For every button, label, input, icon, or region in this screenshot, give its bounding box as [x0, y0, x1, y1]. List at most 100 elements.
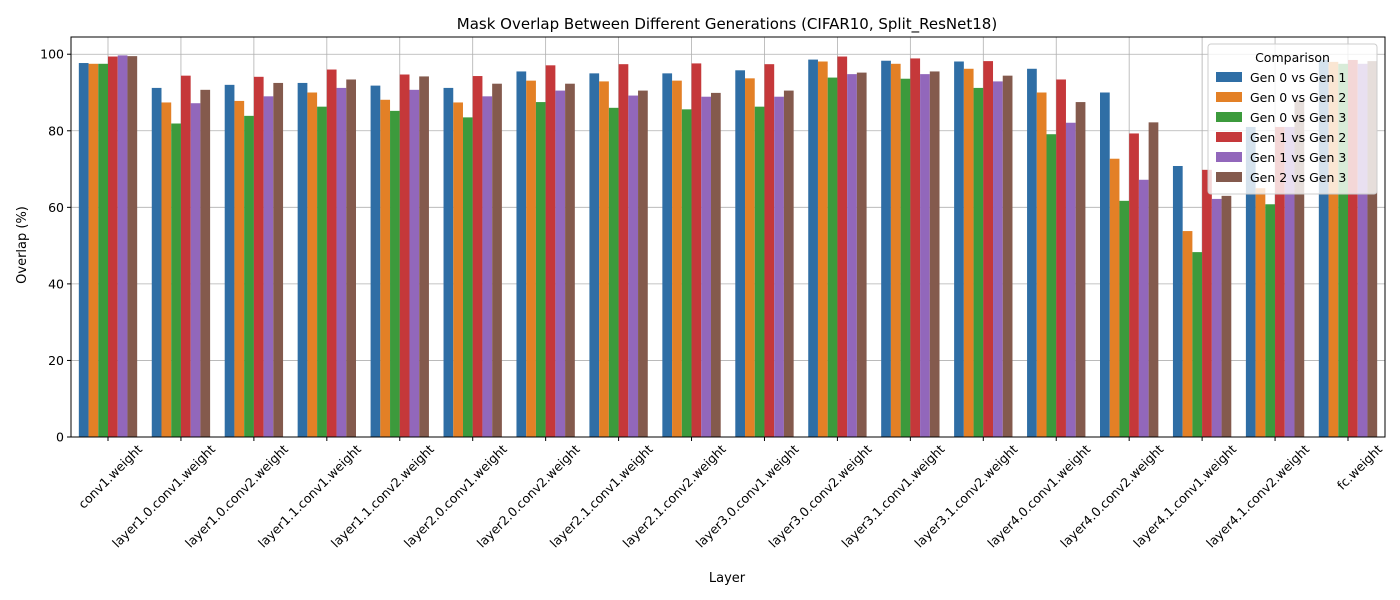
bar — [1328, 61, 1339, 438]
legend-swatch — [1216, 92, 1242, 102]
bar — [628, 95, 639, 438]
bar — [618, 64, 629, 437]
bar — [735, 70, 746, 437]
bar — [317, 106, 327, 437]
bar — [190, 103, 201, 437]
bar — [171, 123, 181, 438]
legend-swatch — [1216, 172, 1242, 182]
x-axis-label: Layer — [709, 571, 746, 586]
bar — [1100, 92, 1110, 438]
legend-swatch — [1216, 112, 1242, 122]
bar — [993, 81, 1003, 437]
bar — [837, 56, 848, 437]
y-tick-label: 100 — [40, 47, 64, 62]
legend-title: Comparison — [1255, 50, 1330, 65]
bar — [1357, 63, 1368, 438]
bar — [151, 87, 162, 437]
legend-swatch — [1216, 72, 1242, 82]
bar — [710, 92, 721, 438]
bar — [565, 83, 575, 438]
bar — [856, 72, 867, 437]
bar — [1119, 200, 1130, 437]
bar — [608, 107, 619, 437]
bar — [1109, 158, 1120, 438]
bars — [78, 55, 1378, 438]
bar — [516, 71, 527, 437]
bar — [599, 81, 609, 437]
bar — [808, 59, 818, 437]
bar — [462, 117, 473, 437]
bar — [1275, 126, 1285, 438]
bar — [117, 55, 128, 438]
y-tick-label: 20 — [48, 353, 64, 368]
legend-entry: Gen 0 vs Gen 1 — [1250, 70, 1346, 85]
bar — [1138, 179, 1149, 437]
bar — [1172, 165, 1183, 437]
bar — [1046, 134, 1057, 437]
bar — [1294, 100, 1305, 437]
bar — [983, 61, 994, 437]
bar — [929, 71, 940, 437]
bar — [390, 110, 400, 437]
bar — [380, 99, 391, 437]
bar — [1211, 198, 1222, 437]
bar — [1318, 59, 1329, 438]
bar — [963, 68, 974, 438]
bar — [336, 87, 347, 437]
bar — [1245, 126, 1256, 438]
legend-box — [1207, 43, 1378, 195]
bar — [453, 102, 463, 438]
bar — [1338, 63, 1348, 438]
bar — [672, 80, 682, 438]
bar — [681, 109, 692, 438]
bar — [1284, 126, 1295, 438]
bar — [910, 58, 921, 438]
bar — [1148, 122, 1159, 437]
legend-entry: Gen 0 vs Gen 3 — [1250, 110, 1346, 125]
bar — [492, 83, 502, 438]
bar — [555, 90, 566, 438]
bar — [662, 73, 673, 437]
bar — [273, 82, 284, 437]
bar — [589, 73, 600, 437]
y-tick-labels: 0 20 40 60 80 100 — [40, 47, 71, 445]
bar — [482, 96, 493, 438]
y-axis-label: Overlap (%) — [15, 206, 30, 284]
bar — [234, 100, 245, 437]
bar — [78, 63, 89, 437]
y-tick-label: 80 — [48, 123, 64, 138]
bar — [88, 63, 99, 438]
bar — [161, 102, 172, 438]
bar — [545, 65, 556, 438]
bar — [1348, 59, 1358, 438]
bar — [409, 89, 420, 437]
bar — [881, 60, 891, 437]
bar — [638, 90, 648, 438]
bar — [224, 84, 235, 437]
bar — [1056, 79, 1066, 437]
bar — [370, 85, 381, 438]
bar — [98, 63, 108, 438]
bar — [954, 61, 964, 437]
bar — [900, 78, 911, 438]
bar — [1221, 195, 1232, 437]
legend-entry: Gen 1 vs Gen 3 — [1250, 150, 1346, 165]
bar — [253, 76, 264, 438]
y-tick-label: 0 — [56, 430, 64, 445]
bar — [1075, 102, 1086, 437]
bar — [346, 79, 356, 437]
bar — [535, 102, 546, 437]
legend-entry: Gen 2 vs Gen 3 — [1250, 170, 1346, 185]
bar — [419, 76, 429, 437]
bar — [745, 78, 755, 437]
bar — [1129, 133, 1139, 437]
bar — [701, 96, 711, 437]
bar — [774, 96, 784, 437]
legend-swatch — [1216, 132, 1242, 142]
bar — [443, 87, 454, 437]
bar — [817, 61, 828, 437]
bar — [526, 80, 536, 438]
bar — [297, 82, 308, 437]
bar — [754, 106, 765, 437]
